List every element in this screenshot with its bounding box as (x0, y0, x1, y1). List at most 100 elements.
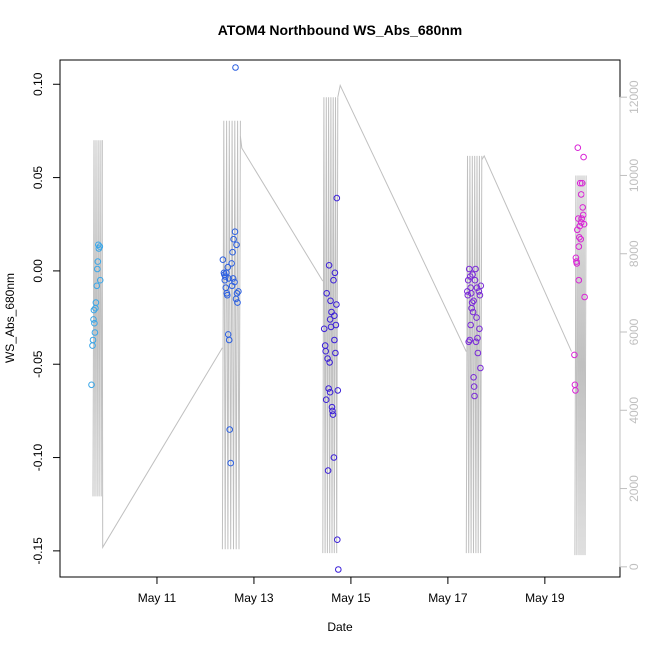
x-tick-label-2: May 15 (331, 591, 371, 605)
data-point-s1-18 (230, 235, 237, 243)
data-point-s1-8 (224, 291, 231, 299)
data-point-s2-18 (330, 454, 338, 461)
data-point-s4-18 (579, 211, 587, 219)
grey-line-connector-1 (239, 136, 324, 282)
data-point-s1-12 (225, 336, 233, 344)
data-point-s4-19 (580, 153, 587, 161)
data-point-s4-10 (576, 234, 583, 241)
data-point-s3-21 (474, 334, 481, 342)
data-point-s3-24 (476, 325, 483, 333)
data-point-s2-23 (333, 301, 340, 308)
secondary-line-series (92, 83, 587, 556)
data-point-s1-26 (228, 282, 236, 290)
data-point-s4-17 (579, 204, 587, 211)
data-point-s2-0 (320, 325, 328, 333)
data-point-s2-11 (327, 297, 334, 305)
data-point-s3-11 (469, 271, 476, 278)
data-point-s1-20 (231, 228, 239, 235)
data-point-s2-6 (324, 467, 332, 474)
data-point-s4-13 (577, 235, 585, 243)
data-point-s4-11 (576, 222, 584, 230)
data-point-s0-14 (96, 243, 104, 250)
data-point-s3-29 (470, 297, 477, 305)
data-point-s3-17 (472, 265, 479, 273)
data-point-s3-25 (476, 291, 484, 299)
scatter-points (88, 64, 588, 573)
data-point-s0-10 (94, 265, 101, 273)
data-point-s0-2 (89, 336, 97, 344)
grey-line-connector-0 (101, 140, 223, 550)
grey-line-segment-0 (92, 140, 103, 497)
data-point-s2-29 (331, 312, 338, 320)
data-point-s2-10 (326, 388, 334, 396)
data-point-s2-9 (326, 359, 333, 366)
data-point-s4-12 (576, 179, 584, 187)
data-point-s0-0 (88, 381, 95, 389)
y-axis-left: 0.10 0.05 0.00 -0.05 -0.10 -0.15 (31, 72, 61, 565)
x-axis: May 11 May 13 May 15 May 17 May 19 (138, 576, 565, 605)
data-point-s3-14 (470, 383, 478, 390)
data-point-s1-22 (233, 241, 240, 249)
data-point-s4-9 (575, 276, 583, 284)
data-point-s2-3 (322, 396, 330, 404)
data-point-s2-4 (323, 290, 331, 297)
data-point-s3-5 (466, 336, 474, 344)
data-point-s1-24 (234, 299, 241, 306)
data-point-s3-26 (477, 364, 484, 372)
data-point-s3-28 (467, 284, 475, 292)
y-tick-label-2: 0.00 (31, 259, 45, 283)
data-point-s2-28 (326, 316, 334, 323)
data-point-s0-5 (91, 319, 98, 327)
data-point-s4-23 (577, 219, 585, 226)
y2-tick-label-6: 12000 (627, 80, 641, 114)
grey-line-segment-3 (465, 155, 483, 554)
data-point-s3-22 (474, 349, 482, 357)
data-point-s4-15 (578, 215, 586, 222)
plot-frame (59, 59, 621, 578)
x-tick-label-0: May 11 (138, 591, 177, 605)
data-point-s2-22 (332, 321, 340, 329)
y2-tick-label-1: 2000 (627, 475, 641, 502)
data-point-s2-24 (333, 194, 341, 202)
data-point-s1-3 (221, 276, 229, 284)
data-point-s3-1 (464, 291, 472, 299)
grey-line-connector-3 (481, 154, 572, 352)
data-point-s1-0 (219, 256, 227, 264)
grey-line-connector-2 (337, 83, 467, 352)
data-point-s2-17 (330, 276, 337, 284)
data-point-s3-16 (471, 276, 479, 284)
data-point-s3-4 (465, 265, 473, 273)
data-point-s1-11 (225, 275, 232, 282)
data-point-s3-13 (470, 374, 477, 381)
data-point-s2-21 (332, 349, 339, 357)
data-point-s1-13 (226, 426, 233, 433)
grey-line-segment-4 (574, 175, 587, 556)
data-point-s2-8 (325, 262, 333, 269)
y-axis-label: WS_Abs_680nm (3, 273, 17, 363)
data-point-s1-9 (224, 263, 232, 271)
data-point-s4-7 (574, 144, 582, 151)
data-point-s3-19 (473, 314, 480, 321)
data-point-s3-0 (464, 288, 471, 295)
data-point-s0-4 (90, 306, 98, 314)
data-point-s3-27 (477, 282, 485, 290)
data-point-s2-5 (324, 355, 331, 362)
data-point-s0-15 (96, 276, 104, 284)
data-point-s4-16 (578, 179, 586, 187)
data-point-s2-20 (331, 269, 339, 277)
y2-tick-label-3: 6000 (627, 318, 641, 345)
data-point-s4-0 (571, 351, 578, 359)
data-point-s0-3 (90, 316, 97, 323)
data-point-s2-16 (329, 411, 337, 418)
x-tick-label-1: May 13 (234, 591, 274, 605)
data-point-s1-27 (232, 295, 240, 303)
y-axis-right: 0 2000 4000 6000 8000 10000 12000 (619, 80, 641, 570)
data-point-s3-23 (475, 288, 483, 295)
data-point-s3-2 (464, 276, 472, 284)
y-tick-label-3: -0.05 (31, 350, 45, 378)
y2-tick-label-0: 0 (627, 563, 641, 570)
data-point-s4-5 (573, 260, 581, 267)
data-point-s0-8 (92, 299, 100, 306)
data-point-s3-7 (467, 321, 475, 329)
